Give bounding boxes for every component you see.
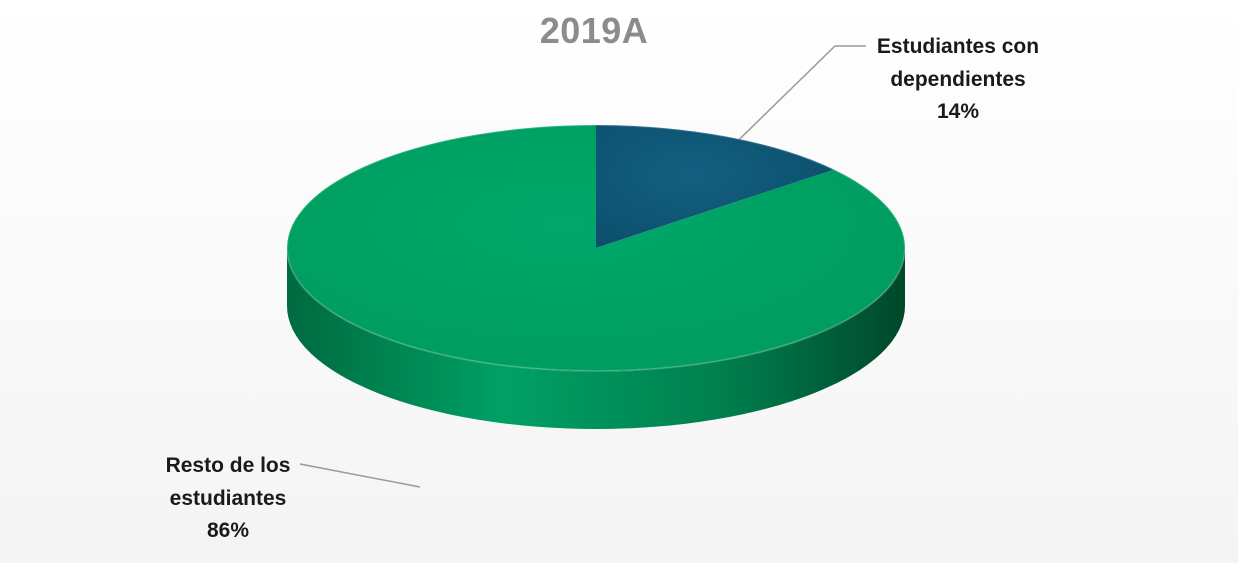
- pie-slice-resto-de-los-estudiantes: [287, 125, 905, 371]
- slice-label-line-1: Resto de los: [165, 454, 291, 477]
- slice-label-line-2: dependientes: [890, 67, 1026, 91]
- slice-label-line-1: Estudiantes con: [876, 35, 1040, 58]
- leader-line-resto-de-los-estudiantes: [299, 463, 421, 488]
- pie-slice-estudiantes-con-dependientes: [596, 125, 835, 248]
- slice-label-estudiantes-con-dependientes: Estudiantes con dependientes 14%: [858, 31, 1058, 129]
- pie-rim-highlight: [286, 124, 906, 372]
- pie-side-wall: [287, 248, 905, 429]
- chart-title: 2019A: [539, 10, 649, 51]
- slice-value-label: 86%: [206, 519, 250, 543]
- slice-value-label: 14%: [936, 100, 980, 124]
- leader-line-estudiantes-con-dependientes: [730, 45, 866, 148]
- slice-label-line-2: estudiantes: [169, 486, 287, 510]
- slice-label-resto-de-los-estudiantes: Resto de los estudiantes 86%: [148, 450, 308, 548]
